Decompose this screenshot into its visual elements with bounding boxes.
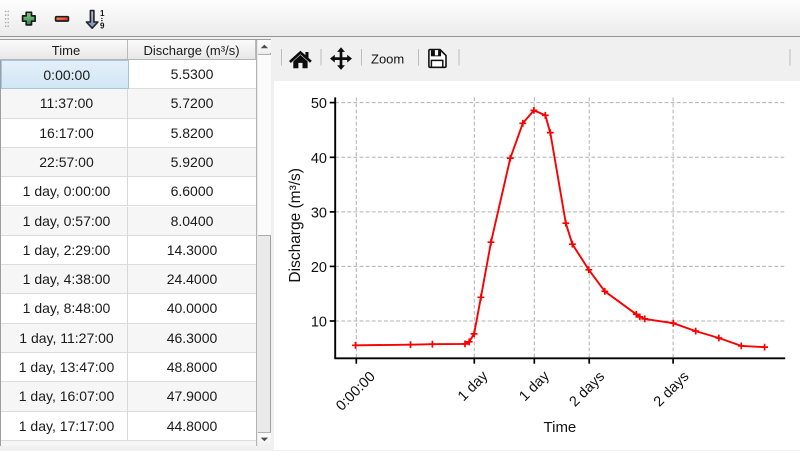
svg-text:50: 50 (311, 96, 327, 112)
svg-text:Time: Time (544, 419, 577, 436)
svg-text:40: 40 (311, 151, 327, 167)
svg-text:Zoom: Zoom (371, 51, 404, 66)
svg-text:1: 1 (100, 9, 105, 18)
svg-text:Discharge (m³/s): Discharge (m³/s) (287, 168, 304, 283)
svg-text:9: 9 (100, 21, 105, 30)
svg-text:10: 10 (311, 315, 327, 331)
svg-text:20: 20 (311, 260, 327, 276)
svg-text:30: 30 (311, 206, 327, 222)
